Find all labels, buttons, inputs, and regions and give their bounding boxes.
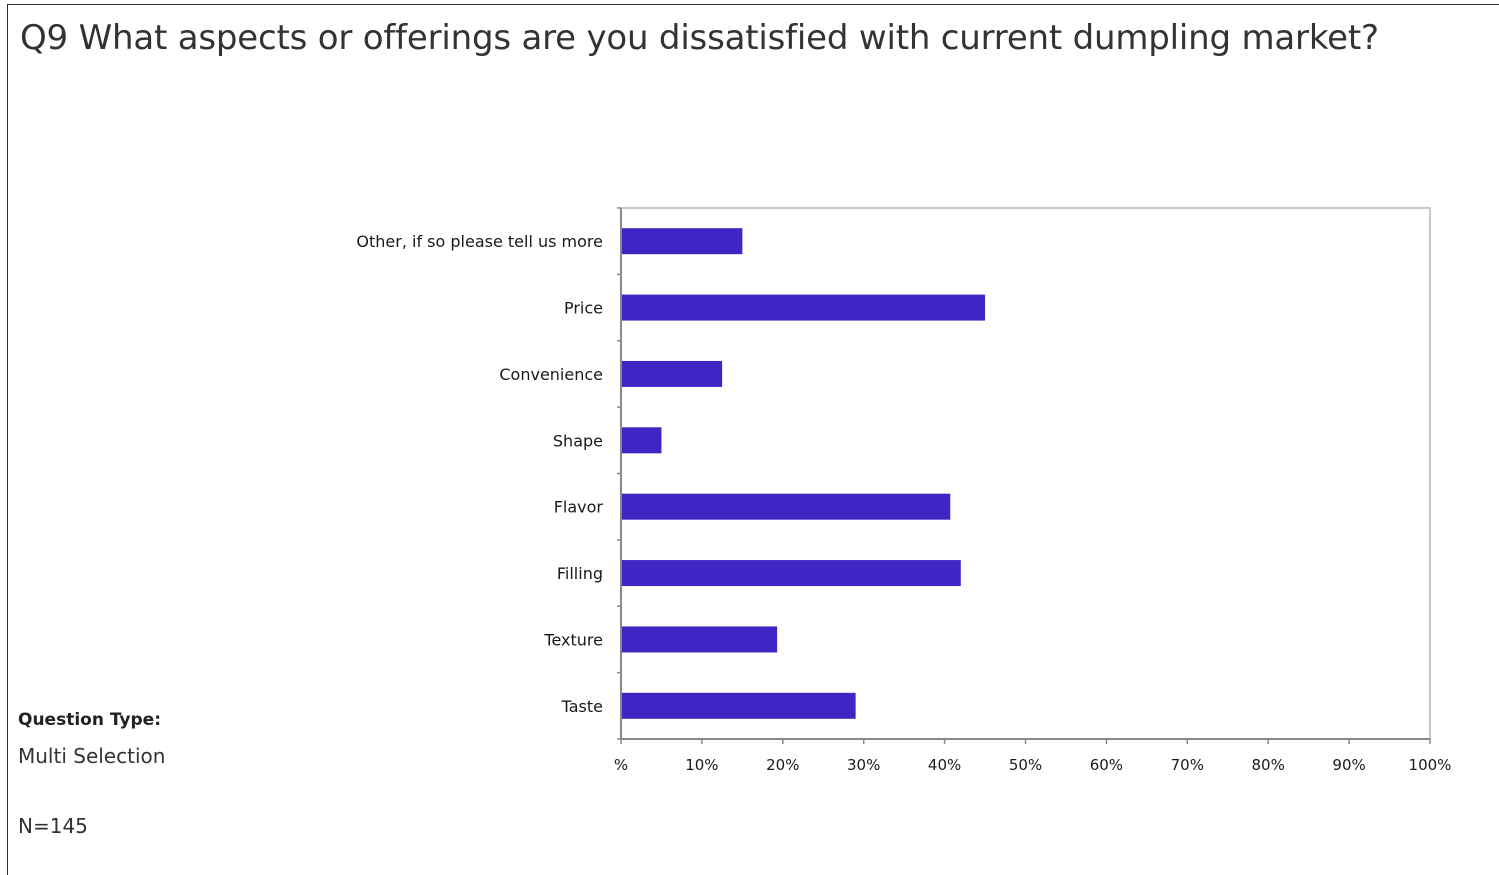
- bar: [621, 626, 778, 653]
- question-type-label: Question Type:: [18, 710, 162, 730]
- x-tick-label: 100%: [1409, 756, 1452, 774]
- x-tick-label: 40%: [928, 756, 961, 774]
- category-label: Shape: [553, 431, 603, 450]
- slide-frame: [7, 4, 1499, 875]
- bar: [621, 360, 723, 387]
- x-tick-label: 60%: [1090, 756, 1123, 774]
- category-label: Other, if so please tell us more: [356, 232, 603, 251]
- bar: [621, 228, 743, 255]
- category-label: Texture: [543, 630, 603, 649]
- question-type-value: Multi Selection: [18, 744, 166, 768]
- page-title: Q9 What aspects or offerings are you dis…: [20, 18, 1379, 58]
- x-tick-label: 50%: [1009, 756, 1042, 774]
- x-tick-label: 20%: [766, 756, 799, 774]
- bar: [621, 427, 662, 454]
- category-label: Price: [564, 299, 603, 318]
- category-label: Filling: [557, 564, 603, 583]
- category-label: Flavor: [554, 498, 604, 517]
- sample-size: N=145: [18, 814, 88, 838]
- bar: [621, 692, 856, 719]
- bar: [621, 294, 986, 321]
- x-tick-label: 80%: [1252, 756, 1285, 774]
- x-tick-label: 10%: [685, 756, 718, 774]
- category-label: Convenience: [499, 365, 603, 384]
- bar: [621, 493, 951, 520]
- x-tick-label: 70%: [1171, 756, 1204, 774]
- category-label: Taste: [561, 697, 603, 716]
- bar: [621, 560, 961, 587]
- x-tick-label: %: [614, 756, 628, 774]
- x-tick-label: 90%: [1332, 756, 1365, 774]
- x-tick-label: 30%: [847, 756, 880, 774]
- plot-area-frame: [620, 207, 1431, 740]
